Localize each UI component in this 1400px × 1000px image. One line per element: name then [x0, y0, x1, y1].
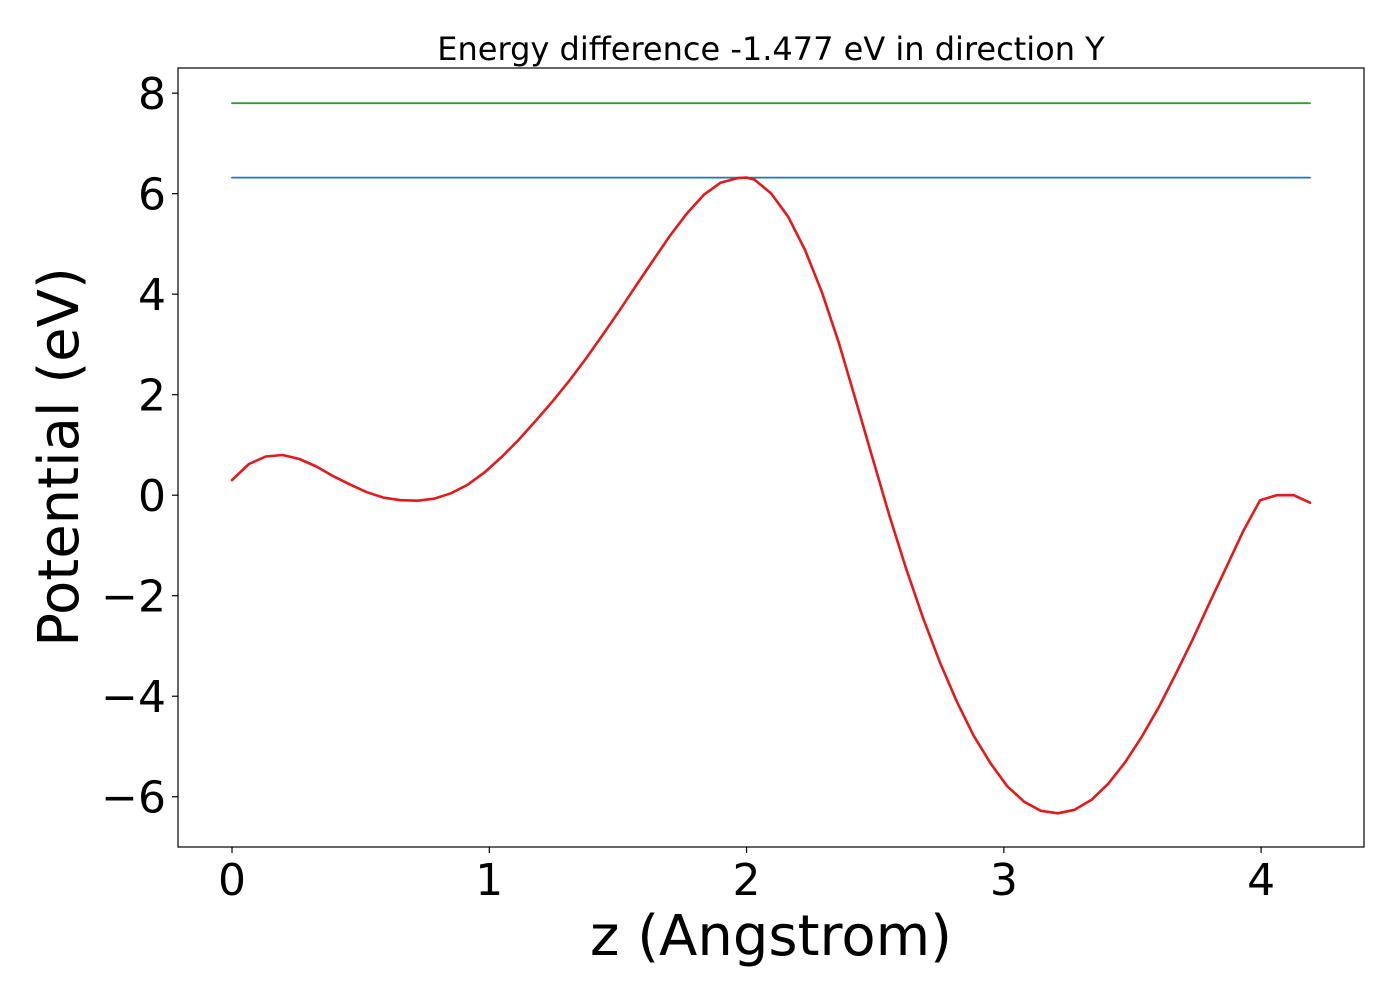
y-tick-label: −2	[101, 572, 166, 623]
x-axis: 0 1 2 3 4	[218, 847, 1275, 906]
plot-area	[230, 102, 1312, 815]
axes-frame	[177, 67, 1365, 848]
y-tick-label: 8	[138, 69, 166, 120]
x-tick-label: 1	[475, 855, 503, 906]
x-tick-label: 4	[1247, 855, 1275, 906]
y-tick-label: 4	[138, 270, 166, 321]
y-axis-label: Potential (eV)	[27, 267, 92, 647]
x-tick-label: 2	[733, 855, 761, 906]
y-tick-label: 6	[138, 170, 166, 221]
y-axis: −6 −4 −2 0 2 4 6 8	[101, 69, 178, 824]
series-line-3	[230, 176, 1312, 815]
y-tick-label: −4	[101, 672, 166, 723]
x-tick-label: 3	[990, 855, 1018, 906]
y-tick-label: 0	[138, 471, 166, 522]
y-tick-label: −6	[101, 773, 166, 824]
y-tick-label: 2	[138, 371, 166, 422]
x-tick-label: 0	[218, 855, 246, 906]
x-axis-label: z (Angstrom)	[590, 904, 952, 969]
chart-title: Energy difference -1.477 eV in direction…	[437, 30, 1105, 68]
